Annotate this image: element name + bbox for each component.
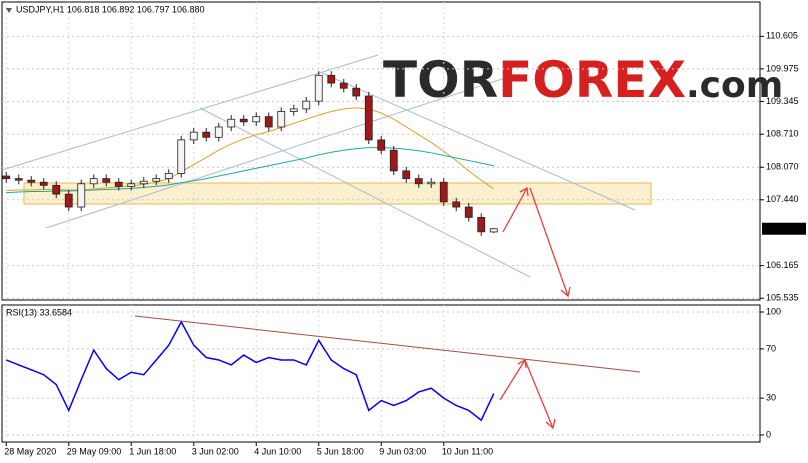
x-tick-label: 29 May 09:00: [67, 446, 122, 456]
arrow: [529, 187, 569, 297]
candle-body: [414, 178, 423, 185]
y-tick-label: 108.070: [766, 162, 799, 172]
logo-part: .com: [686, 65, 783, 106]
candle-body: [177, 139, 186, 174]
y-tick-label: 109.345: [766, 96, 799, 106]
candle-body: [489, 228, 498, 233]
y-tick-label: 30: [766, 392, 776, 402]
y-tick-label: 0: [766, 429, 771, 439]
x-tick-label: 28 May 2020: [4, 446, 56, 456]
chart-title: USDJPY,H1 106.818 106.892 106.797 106.88…: [16, 4, 205, 14]
rsi-line: [5, 320, 495, 422]
candle-body: [89, 178, 98, 185]
candle-body: [277, 111, 286, 128]
forecast-arrows: [499, 186, 571, 430]
y-tick-label: 110.605: [766, 31, 798, 41]
candle-body: [339, 82, 348, 89]
candle-body: [377, 139, 386, 151]
symbol-icon: [6, 8, 12, 13]
candle-body: [314, 74, 323, 102]
candle-body: [302, 100, 311, 110]
candle-body: [364, 95, 373, 141]
candle-body: [239, 118, 248, 123]
y-tick-label: 70: [766, 343, 776, 353]
candle-body: [452, 201, 461, 208]
support-zone: [23, 182, 652, 205]
candle-body: [77, 183, 86, 208]
candle-body: [389, 149, 398, 172]
candle-body: [102, 178, 111, 183]
moving-average: [6, 147, 494, 194]
marks: 105.535 106.165 107.440 108.070 108.710 109.3…: [2, 2, 806, 456]
candle-body: [252, 116, 261, 123]
arrow-head: [560, 286, 571, 298]
y-tick-label: 108.710: [766, 129, 799, 139]
y-tick-label: 100: [766, 306, 781, 316]
channel-lines: [1, 54, 636, 278]
arrow-head: [545, 418, 556, 430]
candle-body: [114, 181, 123, 187]
logo-part: TOR: [383, 51, 498, 109]
candle-body: [189, 131, 198, 141]
channel-line: [45, 77, 506, 229]
arrow: [502, 187, 528, 233]
channel-line: [321, 72, 636, 211]
y-tick-label: 109.975: [766, 63, 799, 73]
x-tick-label: 3 Jun 02:00: [192, 446, 239, 456]
candle-body: [52, 184, 61, 195]
rsi-title: RSI(13) 33.6584: [6, 307, 72, 317]
candle-body: [352, 87, 361, 97]
logo-part: FOREX: [498, 51, 686, 109]
arrow: [499, 359, 526, 401]
candle-body: [402, 170, 411, 180]
candle-body: [477, 216, 486, 233]
x-tick-label: 4 Jun 10:00: [254, 446, 301, 456]
candle-body: [439, 181, 448, 203]
candle-body: [327, 74, 336, 84]
channel-line: [199, 107, 531, 278]
channel-line: [1, 54, 379, 171]
x-tick-label: 5 Jun 18:00: [317, 446, 364, 456]
moving-average: [6, 107, 495, 192]
candle-body: [464, 206, 473, 218]
candle-body: [152, 178, 161, 182]
candle-body: [27, 179, 36, 183]
y-tick-label: 106.165: [766, 260, 799, 270]
candle-body: [202, 131, 211, 138]
candle-body: [2, 175, 11, 180]
arrow-head: [519, 186, 529, 197]
x-tick-label: 9 Jun 03:00: [379, 446, 426, 456]
logo-text: TORFOREX.com: [383, 51, 783, 109]
candle-body: [289, 108, 298, 112]
candle-body: [127, 183, 136, 187]
y-tick-label: 105.535: [766, 293, 799, 303]
candle-body: [227, 118, 236, 128]
logo: TORFOREX.com: [383, 51, 783, 109]
y-tick-label: 107.440: [766, 194, 799, 204]
candle-body: [427, 181, 436, 185]
price-marker-label: 106.880: [765, 223, 798, 233]
x-tick-label: 1 Jun 18:00: [129, 446, 176, 456]
candle-body: [139, 180, 148, 185]
x-tick-label: 10 Jun 11:00: [442, 446, 493, 456]
candle-body: [14, 178, 23, 181]
rsi-trendline: [134, 315, 641, 373]
price-marker: [762, 222, 806, 235]
arrow: [524, 359, 554, 429]
candle-body: [214, 126, 223, 138]
candle-body: [64, 193, 73, 208]
candle-body: [164, 173, 173, 180]
candle-body: [264, 116, 273, 128]
candle-body: [39, 181, 48, 186]
